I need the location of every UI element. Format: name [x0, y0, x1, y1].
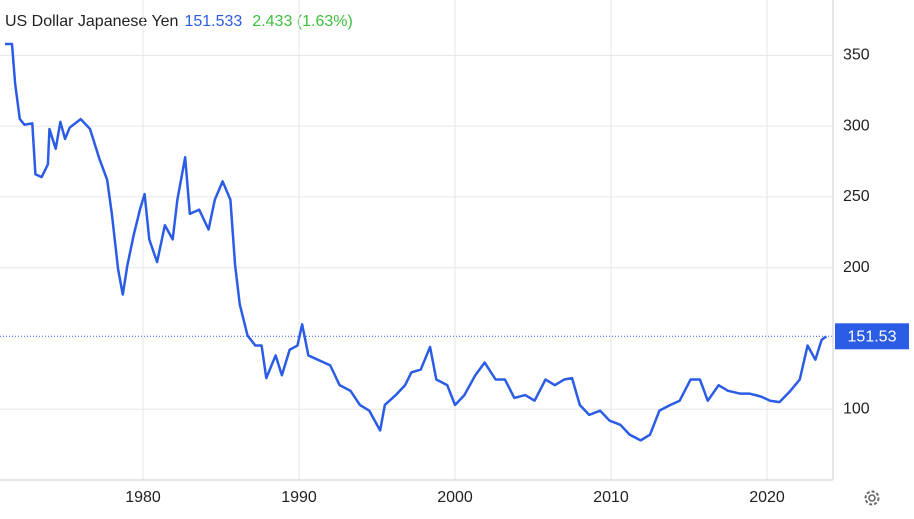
settings-icon[interactable] [864, 490, 880, 506]
x-tick-label: 1980 [125, 489, 161, 506]
y-tick-label: 200 [843, 259, 870, 276]
chart-title: US Dollar Japanese Yen [5, 13, 178, 30]
last-price: 151.533 [184, 13, 242, 30]
y-tick-label: 100 [843, 400, 870, 417]
current-value-box [835, 323, 909, 350]
y-tick-label: 250 [843, 188, 870, 205]
y-tick-label: 350 [843, 47, 870, 64]
price-change: 2.433 (1.63%) [252, 13, 353, 30]
chart-header: US Dollar Japanese Yen 151.533 2.433 (1.63… [5, 13, 353, 30]
gear-outer[interactable] [864, 490, 880, 506]
gear-inner[interactable] [868, 494, 876, 502]
x-tick-label: 2020 [749, 489, 785, 506]
x-tick-label: 2000 [437, 489, 473, 506]
price-line [4, 42, 828, 442]
x-tick-label: 1990 [281, 489, 317, 506]
y-tick-label: 300 [843, 117, 870, 134]
current-value-label: 151.53 [848, 329, 897, 346]
x-tick-label: 2010 [593, 489, 629, 506]
